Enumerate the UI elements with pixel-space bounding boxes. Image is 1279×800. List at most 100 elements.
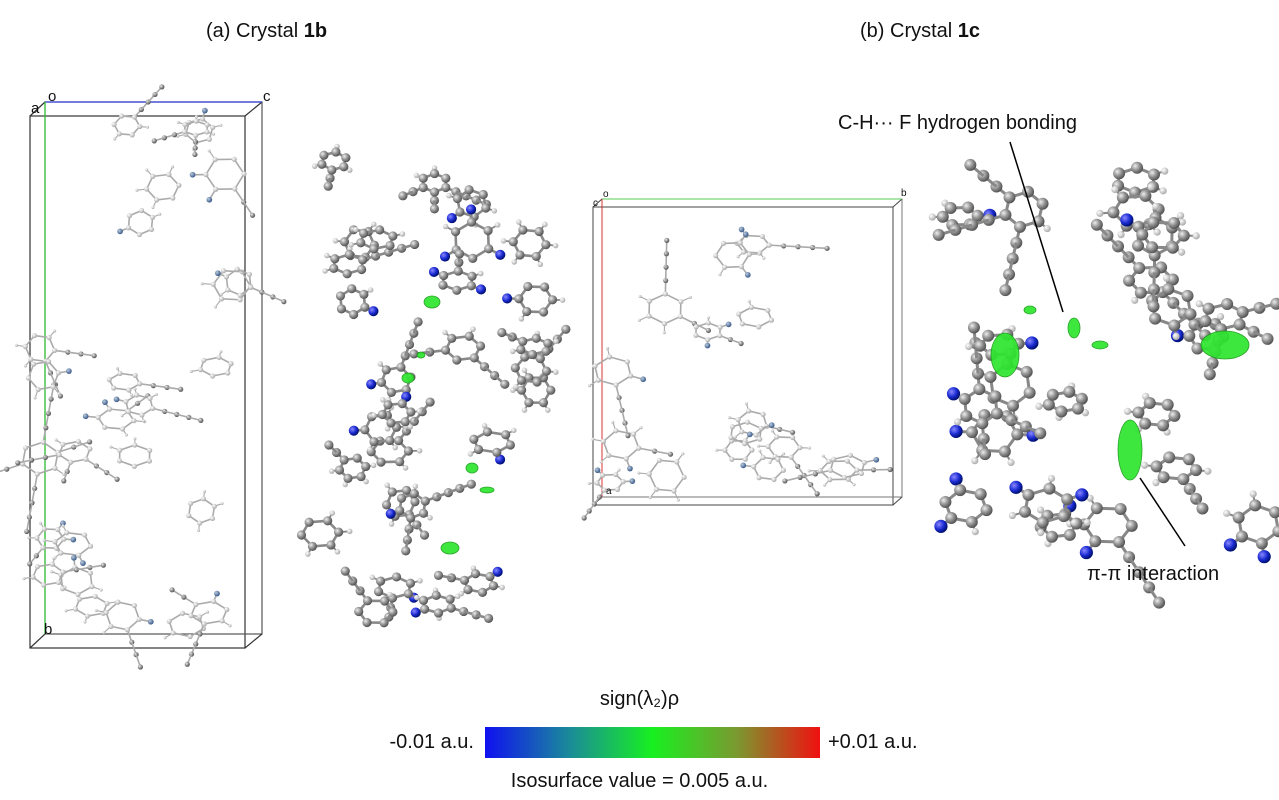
carbon-atom	[729, 457, 734, 462]
carbon-atom	[56, 370, 61, 375]
carbon-atom	[678, 314, 683, 319]
carbon-atom	[395, 506, 404, 515]
carbon-atom	[331, 147, 340, 156]
carbon-atom	[484, 614, 493, 623]
carbon-atom	[746, 408, 751, 413]
carbon-atom	[441, 183, 450, 192]
carbon-atom	[305, 518, 314, 527]
carbon-atom	[341, 153, 350, 162]
carbon-atom	[88, 544, 93, 549]
hydrogen-atom	[553, 339, 559, 345]
carbon-atom	[438, 280, 447, 289]
hydrogen-atom	[201, 282, 204, 285]
hydrogen-atom	[142, 419, 145, 422]
carbon-atom	[718, 325, 723, 330]
nitrogen-atom	[705, 343, 711, 349]
carbon-atom	[77, 597, 82, 602]
carbon-atom	[237, 293, 242, 298]
carbon-atom	[485, 572, 494, 581]
carbon-atom	[1043, 483, 1055, 495]
hydrogen-atom	[971, 457, 978, 464]
bond	[657, 489, 674, 491]
nitrogen-atom	[495, 250, 505, 260]
carbon-atom	[337, 304, 346, 313]
nitrogen-atom	[411, 608, 421, 618]
carbon-atom	[797, 445, 802, 450]
carbon-atom	[774, 434, 779, 439]
carbon-atom	[1148, 168, 1160, 180]
carbon-atom	[210, 516, 215, 521]
hydrogen-atom	[353, 227, 359, 233]
carbon-atom	[824, 246, 829, 251]
hydrogen-atom	[745, 402, 748, 405]
carbon-atom	[120, 426, 125, 431]
nci-isosurface	[1118, 420, 1142, 480]
carbon-atom	[330, 254, 339, 263]
bond	[67, 533, 85, 535]
carbon-atom	[760, 234, 765, 239]
nitrogen-atom	[215, 270, 221, 276]
carbon-atom	[742, 441, 747, 446]
nitrogen-atom	[747, 432, 753, 438]
hydrogen-atom	[639, 426, 642, 429]
hydrogen-atom	[707, 316, 710, 319]
hydrogen-atom	[177, 121, 180, 124]
carbon-atom	[130, 132, 135, 137]
hydrogen-atom	[1223, 510, 1230, 517]
hydrogen-atom	[195, 115, 198, 118]
hydrogen-atom	[718, 273, 721, 276]
axis-label: o	[603, 189, 609, 200]
carbon-atom	[68, 460, 73, 465]
carbon-atom	[594, 480, 599, 485]
hydrogen-atom	[808, 446, 811, 449]
nitrogen-atom	[769, 422, 775, 428]
carbon-atom	[478, 588, 487, 597]
hydrogen-atom	[757, 445, 760, 448]
carbon-atom	[363, 596, 372, 605]
carbon-atom	[41, 582, 46, 587]
carbon-atom	[125, 627, 130, 632]
nitrogen-atom	[947, 387, 960, 400]
carbon-atom	[1115, 503, 1127, 515]
carbon-atom	[406, 513, 415, 522]
bond	[665, 294, 681, 302]
nitrogen-atom	[83, 413, 89, 419]
carbon-atom	[413, 317, 422, 326]
axis-label: a	[31, 100, 39, 117]
hydrogen-atom	[715, 449, 718, 452]
carbon-atom	[474, 445, 483, 454]
nitrogen-atom	[739, 227, 745, 233]
carbon-atom	[361, 462, 370, 471]
hydrogen-atom	[822, 454, 825, 457]
hydrogen-atom	[15, 344, 18, 347]
carbon-atom	[188, 501, 193, 506]
carbon-atom	[757, 437, 762, 442]
carbon-atom	[991, 408, 1003, 420]
hydrogen-atom	[1007, 459, 1014, 466]
carbon-atom	[420, 605, 429, 614]
hydrogen-atom	[468, 451, 474, 457]
carbon-atom	[339, 162, 348, 171]
hydrogen-atom	[1154, 229, 1161, 236]
carbon-atom	[749, 447, 754, 452]
carbon-atom	[398, 191, 407, 200]
hydrogen-atom	[197, 529, 200, 532]
hydrogen-atom	[121, 414, 124, 417]
carbon-atom	[1182, 290, 1194, 302]
carbon-atom	[207, 137, 212, 142]
hydrogen-atom	[1196, 300, 1203, 307]
carbon-atom	[964, 159, 976, 171]
carbon-atom	[1007, 400, 1019, 412]
hydrogen-atom	[427, 515, 433, 521]
hydrogen-atom	[771, 429, 774, 432]
carbon-atom	[706, 328, 711, 333]
carbon-atom	[228, 361, 233, 366]
carbon-atom	[35, 471, 40, 476]
carbon-atom	[107, 407, 112, 412]
carbon-atom	[831, 457, 836, 462]
nitrogen-atom	[206, 197, 212, 203]
hydrogen-atom	[219, 124, 222, 127]
carbon-atom	[489, 581, 498, 590]
carbon-atom	[210, 373, 215, 378]
carbon-atom	[419, 596, 428, 605]
